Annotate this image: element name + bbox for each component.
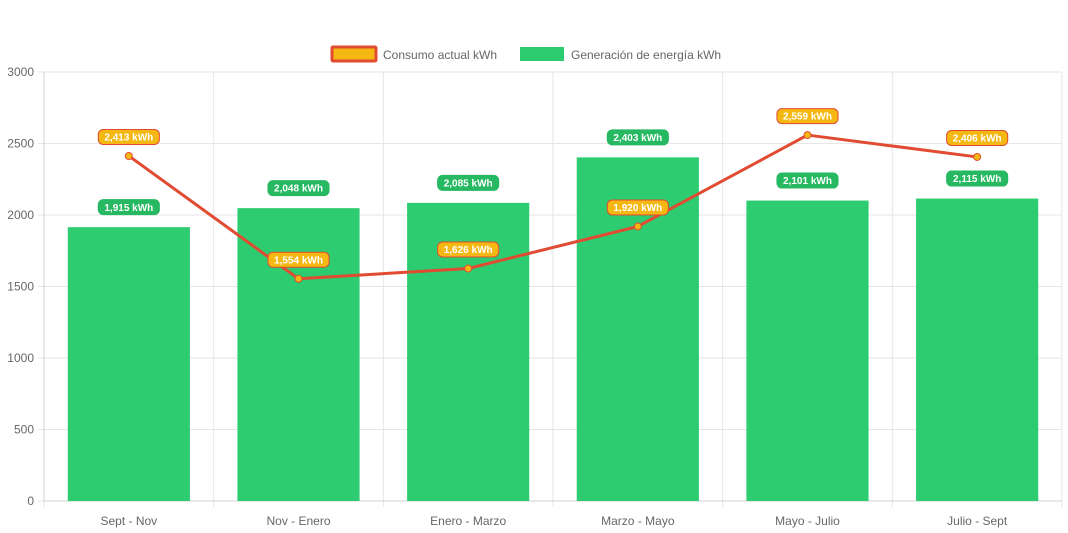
line-value-label-text: 2,406 kWh — [953, 134, 1002, 145]
point-consumo[interactable] — [124, 151, 133, 160]
y-tick-label: 3000 — [7, 65, 34, 79]
bar-value-label: 2,048 kWh — [267, 180, 330, 197]
bar-value-label: 2,115 kWh — [946, 170, 1009, 187]
y-axis: 0 500 1000 1500 2000 2500 3000 — [7, 65, 45, 508]
bar-value-label-text: 2,085 kWh — [444, 178, 493, 189]
line-value-label: 1,626 kWh — [437, 241, 500, 258]
line-value-label-bg — [776, 108, 839, 125]
legend-swatch-consumo[interactable] — [330, 45, 378, 63]
bar-generacion[interactable] — [67, 227, 190, 501]
point-consumo[interactable] — [803, 131, 812, 140]
x-tick-label: Marzo - Mayo — [601, 514, 675, 528]
bar-value-label-bg — [97, 199, 160, 216]
gridlines — [38, 71, 1063, 507]
bar-value-label-bg — [776, 172, 839, 189]
bar-value-label-text: 2,101 kWh — [783, 176, 832, 187]
x-tick-label: Enero - Marzo — [430, 514, 506, 528]
line-value-label-bg — [437, 241, 500, 258]
line-value-label: 2,559 kWh — [776, 108, 839, 125]
y-tick-label: 1000 — [7, 351, 34, 365]
x-tick-label: Nov - Enero — [266, 514, 330, 528]
legend: Consumo actual kWh Generación de energía… — [330, 45, 721, 63]
line-value-label-text: 1,920 kWh — [613, 203, 662, 214]
y-tick-label: 500 — [14, 423, 34, 437]
x-tick-label: Mayo - Julio — [775, 514, 840, 528]
line-value-label-text: 2,413 kWh — [104, 133, 153, 144]
bar-generacion[interactable] — [916, 198, 1039, 501]
line-value-label: 1,554 kWh — [267, 251, 330, 268]
bar-value-label: 1,915 kWh — [97, 199, 160, 216]
line-value-label-text: 1,554 kWh — [274, 255, 323, 266]
bar-value-label-text: 1,915 kWh — [104, 203, 153, 214]
bar-value-label-text: 2,115 kWh — [953, 174, 1001, 185]
bar-series-generacion — [67, 157, 1039, 502]
line-value-label: 1,920 kWh — [606, 199, 669, 216]
line-value-label-bg — [267, 251, 330, 268]
bar-value-label-text: 2,048 kWh — [274, 184, 323, 195]
line-value-label-text: 1,626 kWh — [444, 245, 493, 256]
bar-value-label-bg — [437, 174, 500, 191]
x-axis: Sept - Nov Nov - Enero Enero - Marzo Marzo … — [44, 500, 1062, 528]
point-consumo[interactable] — [973, 152, 982, 161]
legend-swatch-generacion[interactable] — [520, 47, 564, 61]
y-tick-label: 2500 — [7, 137, 34, 151]
line-value-label-bg — [606, 199, 669, 216]
legend-label-generacion[interactable]: Generación de energía kWh — [571, 48, 721, 62]
bar-value-label-bg — [606, 129, 669, 146]
bar-value-label-bg — [267, 180, 330, 197]
bar-value-label: 2,101 kWh — [776, 172, 839, 189]
line-value-label: 2,406 kWh — [946, 129, 1009, 146]
point-consumo[interactable] — [464, 264, 473, 273]
bar-value-label-text: 2,403 kWh — [613, 133, 662, 144]
y-tick-label: 2000 — [7, 208, 34, 222]
point-consumo[interactable] — [294, 274, 303, 283]
x-tick-label: Julio - Sept — [947, 514, 1008, 528]
point-consumo[interactable] — [633, 222, 642, 231]
bar-value-label-bg — [946, 170, 1009, 187]
line-value-label: 2,413 kWh — [97, 128, 160, 145]
bar-value-label: 2,085 kWh — [437, 174, 500, 191]
line-value-label-bg — [946, 129, 1009, 146]
legend-label-consumo[interactable]: Consumo actual kWh — [383, 48, 497, 62]
y-tick-label: 1500 — [7, 280, 34, 294]
data-labels: 1,915 kWh 2,048 kWh 2,085 kWh 2,403 kWh 2,10… — [97, 108, 1009, 268]
line-value-label-bg — [97, 128, 160, 145]
bar-value-label: 2,403 kWh — [606, 129, 669, 146]
bar-generacion[interactable] — [746, 200, 869, 501]
line-value-label-text: 2,559 kWh — [783, 112, 832, 123]
x-tick-label: Sept - Nov — [100, 514, 157, 528]
y-tick-label: 0 — [27, 494, 34, 508]
